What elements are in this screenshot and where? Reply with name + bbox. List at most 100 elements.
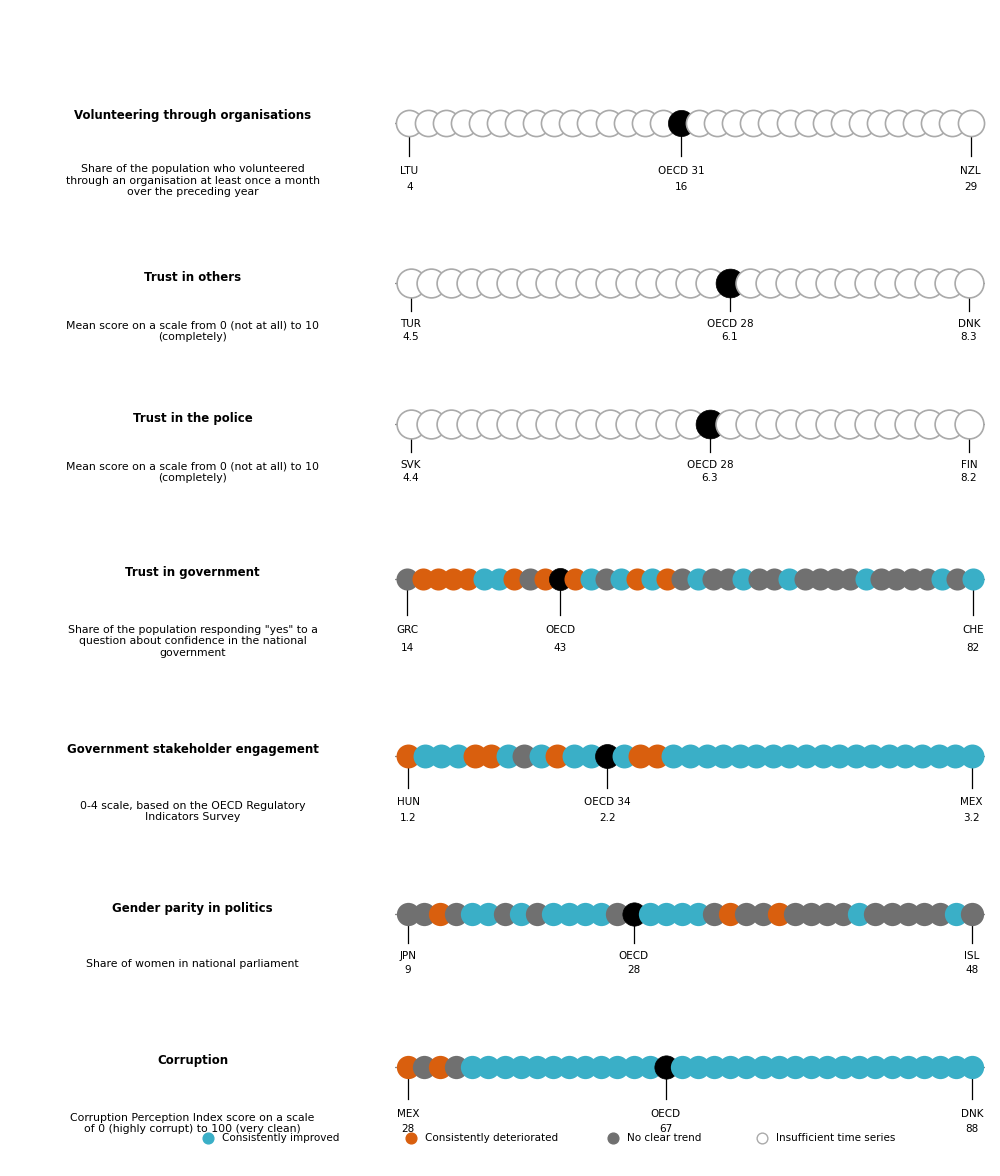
Text: 8.3: 8.3 bbox=[961, 332, 977, 342]
Point bbox=[827, 570, 843, 589]
Text: TUR: TUR bbox=[401, 319, 421, 328]
Text: 4.4: 4.4 bbox=[403, 473, 419, 483]
Point bbox=[622, 274, 638, 293]
Point bbox=[948, 1058, 964, 1077]
Point bbox=[542, 274, 558, 293]
Point bbox=[690, 1058, 706, 1077]
Point bbox=[884, 906, 900, 924]
Point bbox=[577, 906, 593, 924]
Point bbox=[888, 570, 904, 589]
Text: 4: 4 bbox=[406, 182, 413, 192]
Point bbox=[762, 274, 778, 293]
Point bbox=[673, 113, 689, 132]
Point bbox=[400, 747, 416, 766]
Point bbox=[900, 906, 916, 924]
Point bbox=[503, 415, 519, 434]
Point bbox=[480, 906, 496, 924]
Point bbox=[921, 274, 937, 293]
Text: 16: 16 bbox=[674, 182, 688, 192]
Point bbox=[964, 747, 980, 766]
Text: Consistently deteriorated: Consistently deteriorated bbox=[425, 1132, 558, 1143]
Point bbox=[562, 274, 578, 293]
Point bbox=[632, 747, 648, 766]
Point bbox=[533, 747, 549, 766]
Text: Mean score on a scale from 0 (not at all) to 10
(completely): Mean score on a scale from 0 (not at all… bbox=[66, 461, 319, 483]
Point bbox=[513, 906, 529, 924]
Point bbox=[403, 1129, 419, 1148]
Point bbox=[848, 747, 864, 766]
Point bbox=[506, 570, 522, 589]
Point bbox=[480, 1058, 496, 1077]
Point bbox=[577, 1058, 593, 1077]
Point bbox=[908, 113, 924, 132]
Text: GRC: GRC bbox=[396, 626, 418, 635]
Point bbox=[549, 747, 565, 766]
Point bbox=[529, 1058, 545, 1077]
Text: LTU: LTU bbox=[400, 166, 419, 175]
Point bbox=[613, 570, 629, 589]
Point bbox=[593, 906, 609, 924]
Text: 67: 67 bbox=[659, 1124, 672, 1135]
Point bbox=[798, 747, 814, 766]
Point bbox=[644, 570, 660, 589]
Point bbox=[401, 113, 417, 132]
Point bbox=[626, 1058, 642, 1077]
Point bbox=[619, 113, 635, 132]
Point bbox=[841, 415, 857, 434]
Text: Share of the population who volunteered
through an organisation at least once a : Share of the population who volunteered … bbox=[66, 163, 320, 198]
Point bbox=[417, 747, 433, 766]
Text: MEX: MEX bbox=[397, 1109, 419, 1118]
Point bbox=[463, 274, 479, 293]
Text: NZL: NZL bbox=[960, 166, 981, 175]
Point bbox=[691, 113, 707, 132]
Point bbox=[566, 747, 582, 766]
Point bbox=[802, 274, 818, 293]
Point bbox=[605, 1129, 621, 1148]
Point bbox=[782, 113, 798, 132]
Point bbox=[949, 570, 965, 589]
Point bbox=[467, 747, 483, 766]
Point bbox=[864, 747, 880, 766]
Point bbox=[674, 570, 690, 589]
Point bbox=[738, 906, 754, 924]
Point bbox=[901, 415, 917, 434]
Point bbox=[720, 570, 736, 589]
Point bbox=[762, 415, 778, 434]
Point bbox=[665, 747, 681, 766]
Text: CHE: CHE bbox=[962, 626, 984, 635]
Point bbox=[782, 415, 798, 434]
Point bbox=[705, 570, 721, 589]
Point bbox=[460, 570, 476, 589]
Point bbox=[867, 1058, 883, 1077]
Point bbox=[890, 113, 906, 132]
Point bbox=[642, 274, 658, 293]
Point bbox=[432, 1058, 448, 1077]
Point bbox=[732, 747, 748, 766]
Point bbox=[916, 1058, 932, 1077]
Text: ISL: ISL bbox=[964, 951, 980, 961]
Point bbox=[443, 415, 459, 434]
Point bbox=[545, 1058, 561, 1077]
Point bbox=[858, 570, 874, 589]
Point bbox=[546, 113, 562, 132]
Point bbox=[662, 274, 678, 293]
Text: Mean score on a scale from 0 (not at all) to 10
(completely): Mean score on a scale from 0 (not at all… bbox=[66, 320, 319, 342]
Point bbox=[835, 1058, 851, 1077]
Point bbox=[658, 1058, 674, 1077]
Point bbox=[491, 570, 507, 589]
Point bbox=[797, 570, 813, 589]
Point bbox=[884, 1058, 900, 1077]
Point bbox=[702, 415, 718, 434]
Point bbox=[831, 747, 847, 766]
Point bbox=[492, 113, 508, 132]
Point bbox=[897, 747, 913, 766]
Point bbox=[961, 415, 977, 434]
Point bbox=[602, 274, 618, 293]
Text: 6.3: 6.3 bbox=[702, 473, 718, 483]
Point bbox=[748, 747, 764, 766]
Point bbox=[463, 415, 479, 434]
Point bbox=[722, 274, 738, 293]
Point bbox=[904, 570, 920, 589]
Point bbox=[964, 906, 980, 924]
Point bbox=[722, 906, 738, 924]
